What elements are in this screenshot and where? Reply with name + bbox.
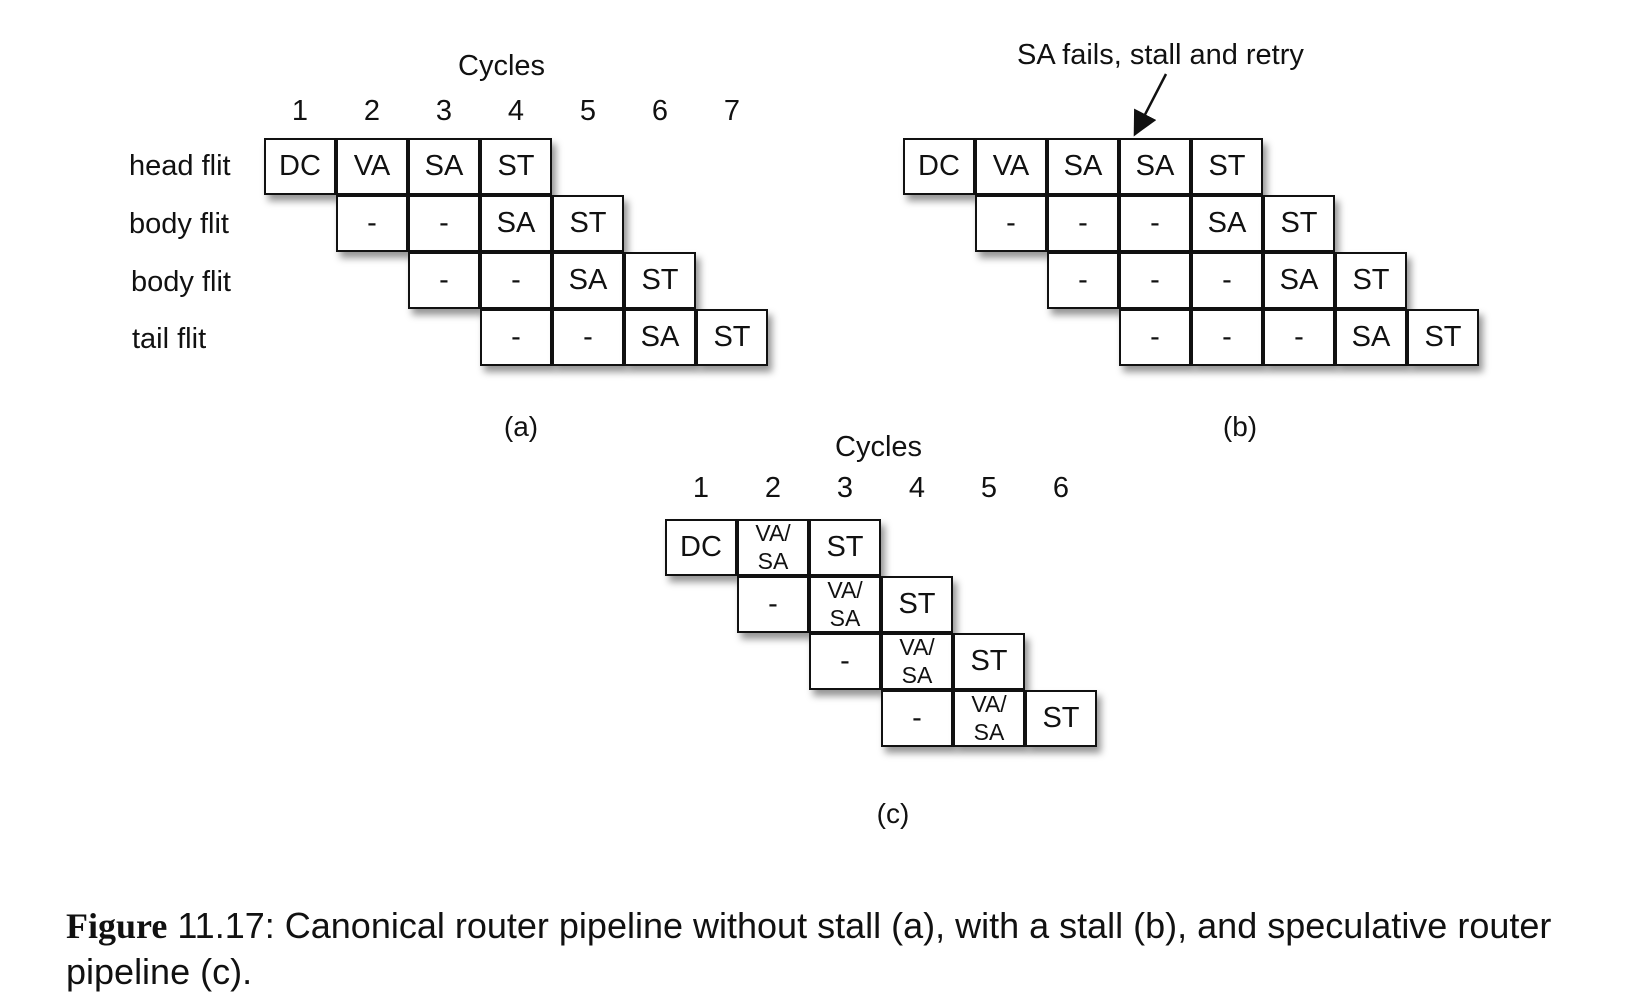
pipeline-stage-cell: VA/SA <box>881 633 953 690</box>
cycle-number: 6 <box>651 95 669 127</box>
pipeline-stage-cell: SA <box>624 309 696 366</box>
cycle-number: 2 <box>363 95 381 127</box>
cycle-number: 6 <box>1052 472 1070 504</box>
pipeline-stage-cell: - <box>1047 195 1119 252</box>
pipeline-stage-cell: SA <box>480 195 552 252</box>
pipeline-stage-cell: - <box>480 309 552 366</box>
caption-prefix: Figure <box>66 906 168 946</box>
pipeline-stage-cell: - <box>737 576 809 633</box>
pipeline-stage-cell: - <box>408 195 480 252</box>
cycle-number: 3 <box>435 95 453 127</box>
sublabel-c: (c) <box>876 798 910 829</box>
pipeline-stage-cell: VA/SA <box>737 519 809 576</box>
pipeline-stage-cell: SA <box>408 138 480 195</box>
row-label-body-flit: body flit <box>131 266 231 298</box>
pipeline-stage-cell: SA <box>552 252 624 309</box>
cycle-number: 4 <box>507 95 525 127</box>
pipeline-stage-cell: ST <box>552 195 624 252</box>
pipeline-stage-cell: - <box>552 309 624 366</box>
pipeline-stage-cell: ST <box>696 309 768 366</box>
cycles-title-c: Cycles <box>835 431 923 463</box>
pipeline-stage-cell: ST <box>624 252 696 309</box>
pipeline-stage-cell: - <box>881 690 953 747</box>
pipeline-stage-cell: - <box>480 252 552 309</box>
pipeline-stage-cell: ST <box>1407 309 1479 366</box>
pipeline-stage-cell: - <box>1119 252 1191 309</box>
pipeline-stage-cell: DC <box>665 519 737 576</box>
row-label-head-flit: head flit <box>129 150 231 182</box>
pipeline-stage-cell: VA/SA <box>809 576 881 633</box>
pipeline-stage-cell: SA <box>1335 309 1407 366</box>
cycle-number: 5 <box>980 472 998 504</box>
sublabel-b: (b) <box>1222 411 1258 442</box>
pipeline-stage-cell: - <box>1263 309 1335 366</box>
pipeline-stage-cell: - <box>975 195 1047 252</box>
pipeline-stage-cell: DC <box>264 138 336 195</box>
pipeline-stage-cell: - <box>1119 309 1191 366</box>
pipeline-stage-cell: ST <box>1025 690 1097 747</box>
pipeline-stage-cell: ST <box>1335 252 1407 309</box>
row-label-tail-flit: tail flit <box>132 323 207 355</box>
cycle-number: 1 <box>692 472 710 504</box>
pipeline-stage-cell: - <box>1119 195 1191 252</box>
figure-caption: Figure 11.17: Canonical router pipeline … <box>66 903 1586 995</box>
row-label-body-flit: body flit <box>129 208 229 240</box>
stall-arrow-line <box>1133 73 1168 137</box>
pipeline-stage-cell: ST <box>1263 195 1335 252</box>
cycle-number: 5 <box>579 95 597 127</box>
pipeline-stage-cell: - <box>1191 309 1263 366</box>
pipeline-stage-cell: ST <box>881 576 953 633</box>
pipeline-stage-cell: SA <box>1119 138 1191 195</box>
pipeline-stage-cell: VA <box>336 138 408 195</box>
cycle-number: 2 <box>764 472 782 504</box>
pipeline-stage-cell: - <box>336 195 408 252</box>
pipeline-stage-cell: VA <box>975 138 1047 195</box>
pipeline-stage-cell: - <box>1047 252 1119 309</box>
cycle-number: 1 <box>291 95 309 127</box>
cycles-title-a: Cycles <box>458 50 546 82</box>
pipeline-stage-cell: SA <box>1263 252 1335 309</box>
pipeline-stage-cell: - <box>809 633 881 690</box>
pipeline-stage-cell: ST <box>480 138 552 195</box>
caption-text: 11.17: Canonical router pipeline without… <box>66 905 1552 993</box>
pipeline-stage-cell: - <box>1191 252 1263 309</box>
stall-annotation: SA fails, stall and retry <box>1017 39 1304 71</box>
cycle-number: 3 <box>836 472 854 504</box>
pipeline-stage-cell: VA/SA <box>953 690 1025 747</box>
pipeline-stage-cell: SA <box>1191 195 1263 252</box>
pipeline-stage-cell: ST <box>809 519 881 576</box>
pipeline-stage-cell: SA <box>1047 138 1119 195</box>
pipeline-stage-cell: DC <box>903 138 975 195</box>
pipeline-stage-cell: ST <box>953 633 1025 690</box>
cycle-number: 4 <box>908 472 926 504</box>
cycle-number: 7 <box>723 95 741 127</box>
pipeline-stage-cell: ST <box>1191 138 1263 195</box>
sublabel-a: (a) <box>503 411 539 442</box>
pipeline-stage-cell: - <box>408 252 480 309</box>
